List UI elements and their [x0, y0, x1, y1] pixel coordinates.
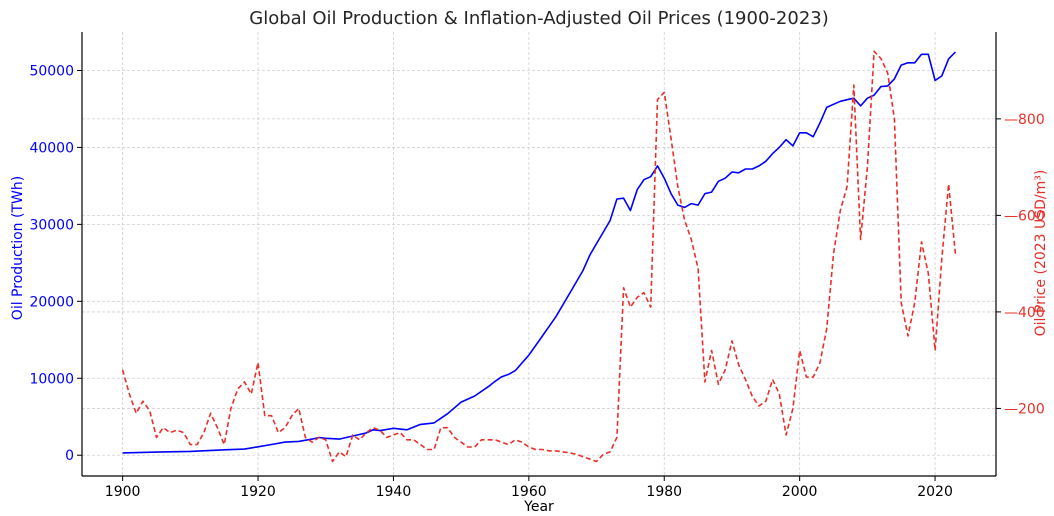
gridlines	[82, 32, 996, 476]
x-tick-label: 1980	[646, 484, 682, 500]
chart-title: Global Oil Production & Inflation-Adjust…	[249, 8, 829, 29]
y-right-tick-label: —400	[1004, 305, 1045, 321]
x-tick-label: 2020	[917, 484, 953, 500]
y-right-tick-label: —600	[1004, 208, 1045, 224]
production-line	[122, 51, 956, 454]
series-layer	[121, 50, 957, 463]
y-left-tick-label: 0	[65, 448, 74, 464]
y-axis-right-label: Oil Price (2023 USD/m³)	[1033, 170, 1049, 337]
y-axis-left-label: Oil Production (TWh)	[10, 176, 26, 320]
price-line	[121, 50, 957, 463]
x-tick-label: 2000	[782, 484, 818, 500]
y-left-tick-label: 10000	[29, 371, 74, 387]
x-tick-label: 1940	[376, 484, 412, 500]
x-tick-label: 1960	[511, 484, 547, 500]
y-left-tick-label: 40000	[29, 140, 74, 156]
y-left-tick-label: 30000	[29, 217, 74, 233]
y-right-tick-label: —800	[1004, 112, 1045, 128]
y-left-tick-label: 50000	[29, 63, 74, 79]
x-tick-label: 1920	[240, 484, 276, 500]
y-left-tick-label: 20000	[29, 294, 74, 310]
x-tick-label: 1900	[105, 484, 141, 500]
x-axis-label: Year	[523, 499, 554, 515]
y-right-tick-label: —200	[1004, 401, 1045, 417]
axes: 1900 1920 1940 1960 1980 2000 2020 0 10000 20000 3…	[29, 32, 1045, 500]
